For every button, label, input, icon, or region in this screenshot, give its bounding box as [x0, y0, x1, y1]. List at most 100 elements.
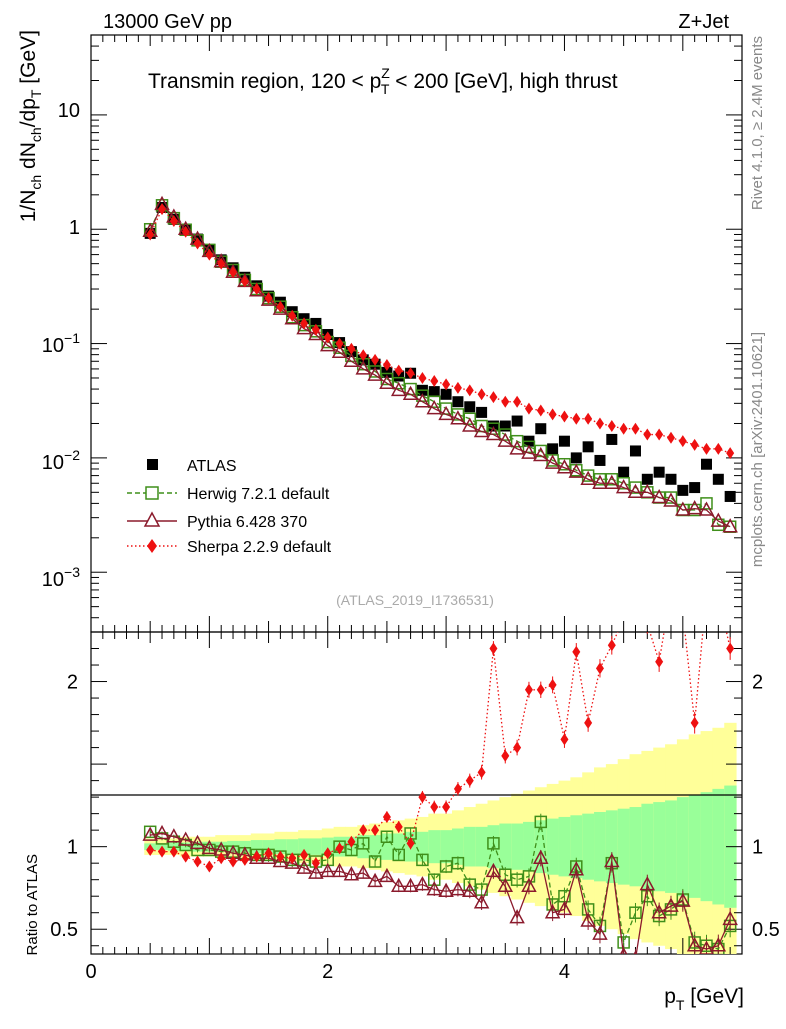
ratio-point-pythia — [166, 828, 182, 843]
main-point-sherpa — [560, 410, 569, 423]
main-point-atlas — [665, 473, 677, 485]
main-point-herwig — [664, 491, 678, 504]
main-point-herwig — [510, 434, 524, 448]
ratio-point-pythia — [367, 872, 383, 888]
main-point-pythia — [627, 483, 644, 499]
ratio-point-sherpa — [442, 801, 451, 814]
main-point-atlas — [582, 441, 594, 453]
ratio-point-sherpa — [193, 855, 202, 868]
main-point-atlas — [653, 466, 665, 478]
ratio-band-stat — [629, 807, 642, 887]
ratio-point-sherpa — [536, 683, 545, 696]
main-point-atlas — [558, 435, 570, 447]
main-point-sherpa — [371, 353, 380, 366]
main-point-pythia — [698, 501, 715, 516]
main-point-pythia — [686, 500, 703, 515]
main-point-sherpa — [607, 420, 616, 433]
ratio-band-stat — [238, 840, 252, 853]
ytick-label-0.1: 10−1 — [42, 330, 80, 357]
main-point-herwig — [368, 365, 382, 378]
ratio-point-sherpa — [158, 845, 167, 858]
ratio-point-sherpa — [252, 850, 261, 863]
ratio-point-sherpa — [229, 855, 238, 868]
main-point-sherpa — [501, 395, 510, 408]
main-point-herwig — [558, 457, 571, 471]
ratio-bands — [144, 722, 737, 954]
ratio-point-sherpa — [667, 585, 675, 597]
ratio-point-pythia — [343, 866, 360, 881]
ratio-point-sherpa — [584, 716, 593, 729]
main-point-pythia — [331, 343, 348, 358]
ratio-point-sherpa — [335, 842, 344, 855]
ratio-point-pythia — [296, 859, 312, 874]
ratio-point-sherpa — [513, 741, 522, 754]
ytick-label-1: 1 — [69, 217, 80, 239]
main-point-sherpa — [666, 431, 675, 444]
legend-label-pythia: Pythia 6.428 370 — [187, 514, 307, 531]
ratio-band-stat — [369, 835, 382, 859]
main-point-sherpa — [726, 447, 735, 460]
ratio-band-stat — [523, 821, 536, 872]
ratio-point-sherpa — [572, 645, 581, 658]
ratio-point-sherpa — [205, 860, 214, 873]
main-point-sherpa — [335, 337, 344, 350]
ratio-point-pythia — [675, 892, 691, 907]
main-point-sherpa — [418, 371, 427, 384]
ratio-band-stat — [570, 815, 583, 879]
ratio-point-herwig — [368, 855, 382, 868]
main-point-sherpa — [300, 317, 309, 330]
main-point-herwig — [700, 497, 713, 510]
legend-entry-pythia: Pythia 6.428 370 — [127, 511, 307, 531]
ratio-point-pythia — [604, 852, 620, 868]
main-point-herwig — [428, 395, 441, 408]
ratio-point-pythia — [722, 910, 738, 926]
main-point-atlas — [641, 473, 653, 485]
legend-label-atlas: ATLAS — [187, 458, 237, 475]
main-point-pythia — [556, 459, 573, 474]
xtick-label: 0 — [85, 961, 96, 983]
ratio-ytick-label: 1 — [67, 837, 78, 859]
ratio-point-pythia — [189, 834, 206, 850]
ratio-point-pythia — [473, 894, 490, 909]
main-point-pythia — [390, 381, 407, 397]
ratio-point-pythia — [592, 925, 608, 940]
legend-label-herwig: Herwig 7.2.1 default — [187, 486, 330, 503]
main-point-sherpa — [146, 228, 155, 241]
ratio-point-sherpa — [524, 683, 533, 696]
main-point-atlas — [511, 415, 523, 427]
ratio-band-stat — [511, 823, 524, 870]
main-point-sherpa — [714, 442, 723, 455]
main-point-sherpa — [548, 408, 557, 421]
main-point-atlas — [606, 433, 618, 445]
ratio-band-stat — [392, 833, 406, 860]
main-point-pythia — [710, 512, 727, 527]
legend: ATLAS Herwig 7.2.1 default Pythia 6.428 … — [127, 458, 332, 556]
main-point-pythia — [521, 444, 537, 459]
main-point-sherpa — [323, 331, 332, 344]
ratio-ytick-label: 0.5 — [50, 919, 78, 941]
main-point-sherpa — [572, 412, 581, 425]
main-point-atlas — [570, 452, 582, 464]
main-point-pythia — [615, 479, 632, 494]
main-ylabel: 1/Nch dNch/dpT [GeV] — [17, 30, 44, 222]
ratio-point-herwig — [510, 873, 524, 886]
ratio-band-stat — [321, 837, 335, 856]
ratio-band-stat — [440, 830, 453, 864]
ratio-point-pythia — [201, 839, 218, 855]
main-point-pythia — [296, 320, 312, 335]
ratio-point-sherpa — [394, 820, 403, 833]
ratio-band-stat — [653, 802, 666, 892]
main-point-sherpa — [264, 292, 273, 305]
main-point-pythia — [675, 501, 691, 516]
main-point-sherpa — [240, 275, 249, 288]
ratio-ytick-label-right: 1 — [752, 837, 763, 859]
main-title-post: < 200 [GeV], high thrust — [389, 70, 617, 93]
ratio-point-pythia — [663, 897, 679, 912]
main-point-atlas — [310, 317, 322, 329]
legend-entry-atlas: ATLAS — [147, 458, 237, 475]
main-point-sherpa — [536, 404, 545, 417]
ratio-point-pythia — [319, 862, 336, 878]
main-point-pythia — [462, 417, 478, 432]
main-point-herwig — [617, 477, 630, 490]
main-point-pythia — [426, 400, 443, 415]
